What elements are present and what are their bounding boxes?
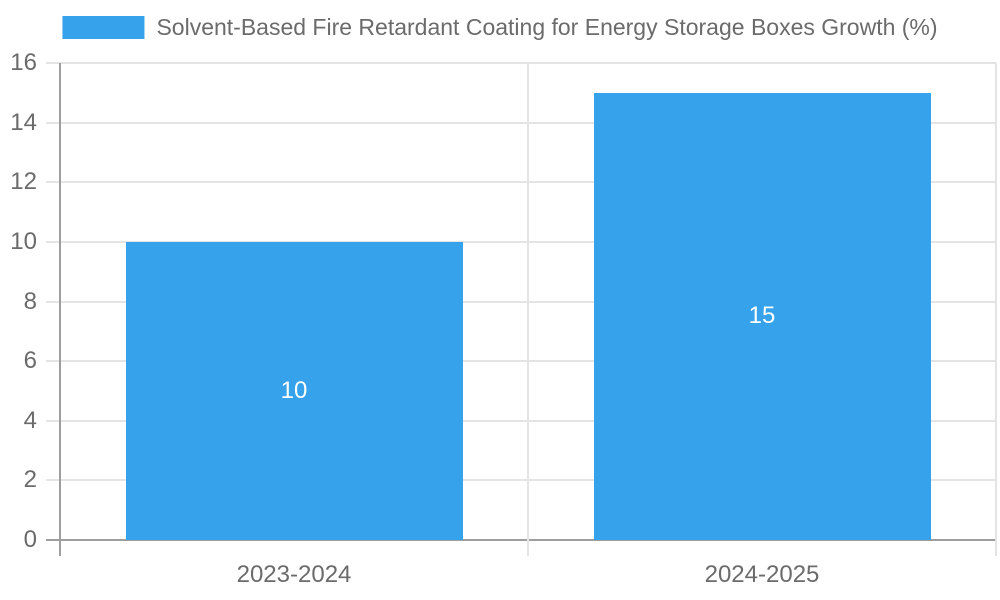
legend-label: Solvent-Based Fire Retardant Coating for… xyxy=(156,14,938,40)
bar[interactable] xyxy=(125,241,463,540)
legend[interactable]: Solvent-Based Fire Retardant Coating for… xyxy=(62,14,938,42)
y-axis-line xyxy=(59,63,61,556)
y-tick-label: 0 xyxy=(23,526,37,553)
y-tick-label: 2 xyxy=(23,466,37,494)
y-gridline xyxy=(46,121,996,124)
category-boundary-line xyxy=(527,63,529,556)
y-tick-label: 4 xyxy=(23,406,37,434)
y-tick-label: 10 xyxy=(10,227,37,255)
y-gridline xyxy=(46,240,996,243)
y-tick-label: 16 xyxy=(10,49,37,76)
y-gridline xyxy=(46,181,996,184)
y-tick-label: 12 xyxy=(10,168,37,196)
legend-swatch xyxy=(62,16,145,40)
y-gridline xyxy=(46,419,996,422)
bar-value-label: 10 xyxy=(280,376,308,404)
category-boundary-line xyxy=(995,63,997,556)
x-tick-label: 2023-2024 xyxy=(236,561,352,588)
y-gridline xyxy=(46,479,996,482)
y-tick-label: 6 xyxy=(23,347,37,375)
y-gridline xyxy=(46,360,996,363)
y-gridline xyxy=(46,62,996,64)
bar-value-label: 15 xyxy=(748,302,776,330)
bar[interactable] xyxy=(593,92,931,540)
y-tick-label: 8 xyxy=(23,287,37,315)
y-tick-label: 14 xyxy=(10,108,37,136)
x-tick-label: 2024-2025 xyxy=(704,561,820,588)
y-gridline xyxy=(46,300,996,303)
x-axis-baseline xyxy=(46,539,996,541)
